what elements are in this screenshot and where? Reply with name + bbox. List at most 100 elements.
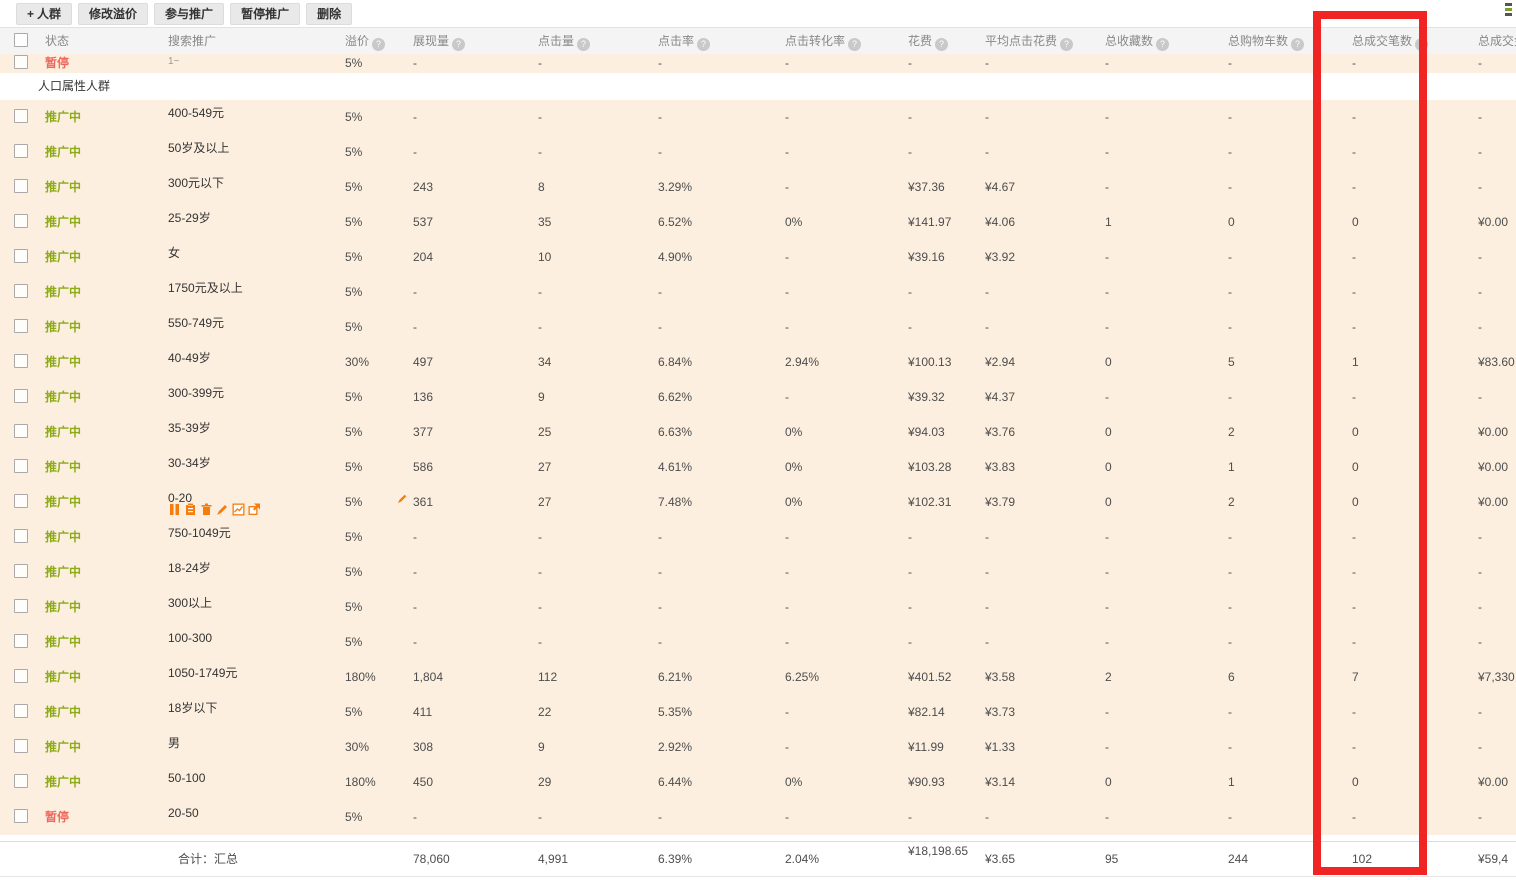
audience-name[interactable]: 750-1049元 xyxy=(168,526,231,540)
pencil-icon[interactable] xyxy=(216,503,229,516)
cell-orders: - xyxy=(1352,625,1471,660)
row-checkbox[interactable] xyxy=(14,284,28,298)
cell-favorites: - xyxy=(1105,590,1221,625)
cell-value-clicks: - xyxy=(538,600,542,614)
row-checkbox[interactable] xyxy=(14,179,28,193)
checkbox-cell xyxy=(14,205,34,240)
row-checkbox[interactable] xyxy=(14,494,28,508)
row-checkbox[interactable] xyxy=(14,529,28,543)
edit-premium-pencil-icon[interactable] xyxy=(397,493,408,504)
audience-name[interactable]: 40-49岁 xyxy=(168,351,211,365)
cell-value-impressions: 497 xyxy=(413,355,434,369)
audience-name[interactable]: 300-399元 xyxy=(168,386,225,400)
help-icon[interactable]: ? xyxy=(1060,38,1074,51)
audience-name[interactable]: 100-300 xyxy=(168,631,213,645)
cell-value-premium: 5% xyxy=(345,110,363,124)
row-checkbox[interactable] xyxy=(14,774,28,788)
cell-premium: 30% xyxy=(345,345,407,380)
help-icon[interactable]: ? xyxy=(697,38,711,51)
row-checkbox[interactable] xyxy=(14,214,28,228)
audience-name[interactable]: 400-549元 xyxy=(168,106,225,120)
select-all-checkbox[interactable] xyxy=(14,33,28,48)
audience-name[interactable]: 1750元及以上 xyxy=(168,281,243,295)
row-checkbox[interactable] xyxy=(14,599,28,613)
cell-cost: - xyxy=(908,555,978,590)
row-checkbox[interactable] xyxy=(14,669,28,683)
cell-value-ctr: 6.62% xyxy=(658,390,693,404)
row-checkbox[interactable] xyxy=(14,564,28,578)
row-checkbox[interactable] xyxy=(14,704,28,718)
audience-name[interactable]: 18岁以下 xyxy=(168,701,218,715)
row-checkbox[interactable] xyxy=(14,109,28,123)
cell-value-clicks: - xyxy=(538,285,542,299)
audience-name[interactable]: 0-20 xyxy=(168,491,193,505)
row-checkbox[interactable] xyxy=(14,424,28,438)
audience-name[interactable]: 300以上 xyxy=(168,596,213,610)
row-checkbox[interactable] xyxy=(14,249,28,263)
row-checkbox[interactable] xyxy=(14,459,28,473)
row-checkbox[interactable] xyxy=(14,739,28,753)
cell-name: 100-300 xyxy=(168,625,338,660)
cell-value-carts: - xyxy=(1228,390,1232,404)
audience-name[interactable]: 1050-1749元 xyxy=(168,666,238,680)
cell-value-premium: 5% xyxy=(345,180,363,194)
help-icon[interactable]: ? xyxy=(372,38,386,51)
audience-name[interactable]: 550-749元 xyxy=(168,316,225,330)
cell-value-impressions: 1,804 xyxy=(413,670,444,684)
cell-ctr: 6.63% xyxy=(658,415,778,450)
help-icon[interactable]: ? xyxy=(1156,38,1170,51)
toolbar-button-2[interactable]: 参与推广 xyxy=(154,3,225,25)
help-icon[interactable]: ? xyxy=(1415,38,1429,51)
audience-name[interactable]: 25-29岁 xyxy=(168,211,211,225)
cell-value-premium: 5% xyxy=(345,460,363,474)
totals-cell-impressions: 78,060 xyxy=(413,852,450,866)
status-badge: 推广中 xyxy=(45,425,82,439)
audience-name[interactable]: 35-39岁 xyxy=(168,421,211,435)
row-checkbox[interactable] xyxy=(14,354,28,368)
toolbar-button-add-audience[interactable]: + 人群 xyxy=(16,3,73,25)
help-icon[interactable]: ? xyxy=(848,38,862,51)
row-checkbox[interactable] xyxy=(14,144,28,158)
audience-name[interactable]: 30-34岁 xyxy=(168,456,211,470)
totals-cell-carts: 244 xyxy=(1228,852,1249,866)
checkbox-cell xyxy=(14,660,34,695)
row-checkbox[interactable] xyxy=(14,55,28,69)
column-header-status: 状态 xyxy=(45,28,160,55)
move-icon[interactable] xyxy=(248,503,261,516)
audience-name[interactable]: 50岁及以上 xyxy=(168,141,230,155)
cell-value-cvr: - xyxy=(785,56,789,70)
trash-icon[interactable] xyxy=(200,503,213,516)
row-checkbox[interactable] xyxy=(14,634,28,648)
help-icon[interactable]: ? xyxy=(577,38,591,51)
audience-name[interactable]: 女 xyxy=(168,246,181,260)
help-icon[interactable]: ? xyxy=(452,38,466,51)
column-header-label: 溢价 xyxy=(345,34,370,48)
cell-avg_cost: - xyxy=(985,590,1098,625)
audience-name[interactable]: 18-24岁 xyxy=(168,561,211,575)
help-icon[interactable]: ? xyxy=(1291,38,1305,51)
column-settings-icon[interactable] xyxy=(1505,3,1513,23)
cell-value-clicks: 9 xyxy=(538,390,545,404)
chart-icon[interactable] xyxy=(232,503,245,516)
row-checkbox[interactable] xyxy=(14,809,28,823)
cell-value-cvr: - xyxy=(785,285,789,299)
audience-name[interactable]: 50-100 xyxy=(168,771,206,785)
audience-name[interactable]: 20-50 xyxy=(168,806,199,820)
audience-name[interactable]: 300元以下 xyxy=(168,176,225,190)
cell-cvr: - xyxy=(785,170,901,205)
cell-orders: - xyxy=(1352,275,1471,310)
cell-value-impressions: 361 xyxy=(413,495,434,509)
audience-name[interactable]: 1~ xyxy=(168,56,180,67)
toolbar-button-3[interactable]: 暂停推广 xyxy=(230,3,301,25)
help-icon[interactable]: ? xyxy=(935,38,949,51)
pause-icon[interactable] xyxy=(168,503,181,516)
cell-value-avg_cost: ¥3.14 xyxy=(985,775,1016,789)
clipboard-icon[interactable] xyxy=(184,503,197,516)
row-checkbox[interactable] xyxy=(14,389,28,403)
cell-value-ctr: - xyxy=(658,810,662,824)
audience-name[interactable]: 男 xyxy=(168,736,181,750)
cell-impressions: 1,804 xyxy=(413,660,531,695)
toolbar-button-1[interactable]: 修改溢价 xyxy=(78,3,149,25)
toolbar-button-4[interactable]: 删除 xyxy=(306,3,353,25)
row-checkbox[interactable] xyxy=(14,319,28,333)
